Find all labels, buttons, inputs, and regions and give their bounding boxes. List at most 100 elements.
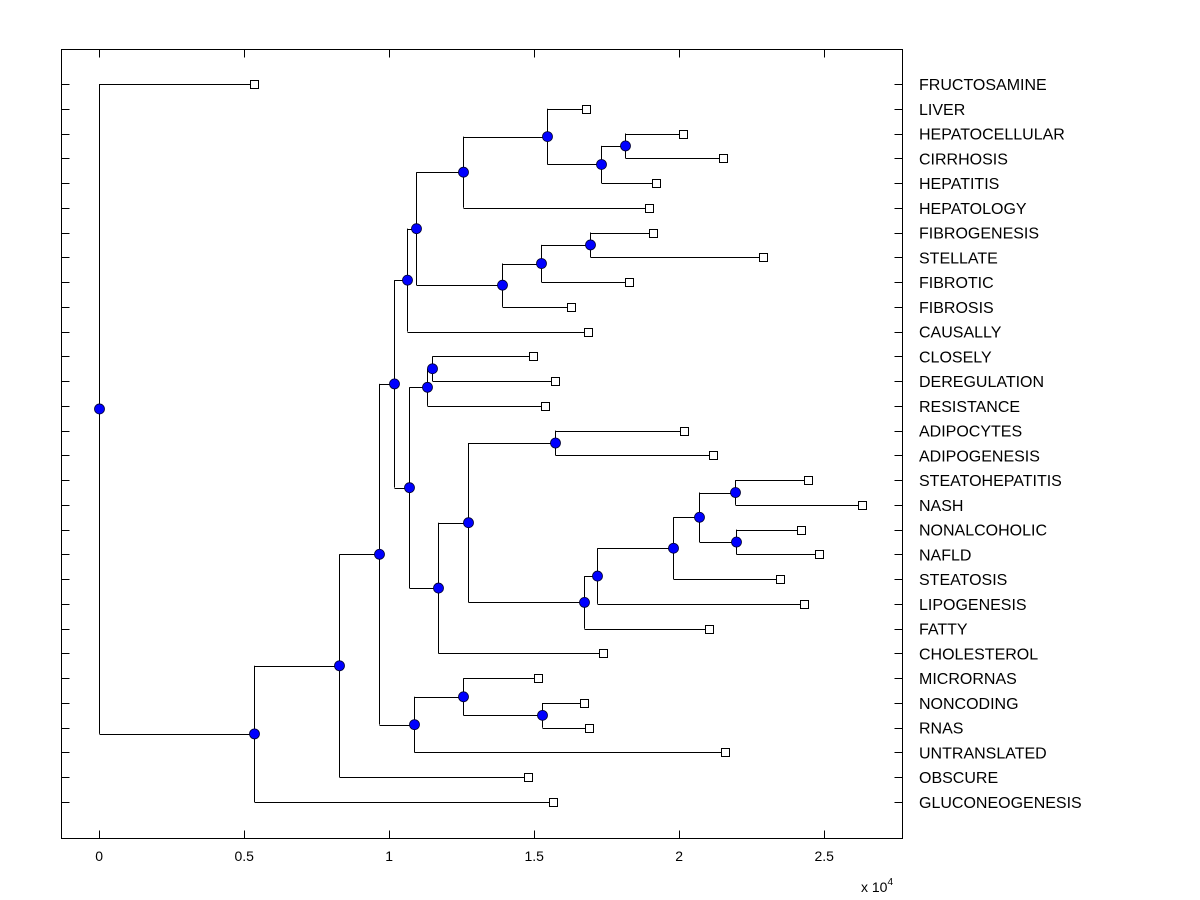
cluster-node xyxy=(409,719,420,731)
cluster-node xyxy=(730,487,741,498)
cluster-node xyxy=(249,728,260,740)
cluster-node xyxy=(550,437,561,449)
cluster-node xyxy=(694,511,705,523)
cluster-node xyxy=(579,596,590,608)
leaf-marker xyxy=(582,105,591,114)
leaf-marker xyxy=(797,526,806,535)
leaf-marker xyxy=(585,724,594,733)
leaf-label: DEREGULATION xyxy=(919,374,1044,391)
leaf-label: NASH xyxy=(919,498,963,515)
leaf-marker xyxy=(679,130,688,139)
cluster-node xyxy=(536,258,547,269)
leaf-marker xyxy=(709,451,718,460)
x-tick-labels: 0 0.5 1 1.5 2 2.5 xyxy=(95,848,834,864)
leaf-label: HEPATOLOGY xyxy=(919,201,1027,218)
leaf-marker xyxy=(541,402,550,411)
cluster-node xyxy=(497,279,508,291)
leaf-marker xyxy=(524,773,533,782)
leaf-marker xyxy=(800,600,809,609)
internal-nodes xyxy=(94,131,742,740)
leaf-label: LIVER xyxy=(919,102,965,119)
leaf-label: CAUSALLY xyxy=(919,325,1002,342)
leaf-label: CHOLESTEROL xyxy=(919,646,1038,663)
leaf-label: HEPATITIS xyxy=(919,176,999,193)
leaf-label: RESISTANCE xyxy=(919,399,1020,416)
leaf-label: FIBROGENESIS xyxy=(919,226,1039,243)
cluster-node xyxy=(427,363,438,375)
cluster-node xyxy=(402,274,413,286)
cluster-node xyxy=(537,709,548,721)
cluster-node xyxy=(731,536,742,548)
cluster-node xyxy=(389,378,400,390)
leaf-marker xyxy=(804,476,813,485)
leaf-label: ADIPOGENESIS xyxy=(919,448,1040,465)
x-tick-label: 2.5 xyxy=(814,848,834,864)
leaf-marker xyxy=(649,229,658,238)
leaf-marker xyxy=(858,501,867,510)
x-multiplier-label: x 104 xyxy=(861,877,893,895)
cluster-node xyxy=(404,482,415,494)
leaf-marker xyxy=(549,798,558,807)
leaf-marker xyxy=(584,328,593,337)
leaf-marker xyxy=(705,625,714,634)
cluster-node xyxy=(94,403,105,415)
leaf-marker xyxy=(250,80,259,89)
x-tick-label: 1 xyxy=(385,848,393,864)
leaf-labels: FRUCTOSAMINE LIVER HEPATOCELLULAR CIRRHOSIS… xyxy=(919,77,1082,812)
leaf-label: UNTRANSLATED xyxy=(919,745,1047,762)
leaf-marker xyxy=(551,377,560,386)
leaf-label: FRUCTOSAMINE xyxy=(919,77,1047,94)
leaf-marker xyxy=(625,278,634,287)
x-tick-label: 2 xyxy=(675,848,683,864)
leaf-label: FIBROSIS xyxy=(919,300,994,317)
x-tick-label: 1.5 xyxy=(524,848,544,864)
cluster-node xyxy=(422,381,433,393)
leaf-marker xyxy=(534,674,543,683)
leaf-label: FIBROTIC xyxy=(919,275,994,292)
leaf-marker xyxy=(719,154,728,163)
leaf-label: CLOSELY xyxy=(919,349,992,366)
leaf-label: STEATOSIS xyxy=(919,572,1007,589)
cluster-node xyxy=(458,166,469,178)
leaf-marker xyxy=(580,699,589,708)
cluster-node xyxy=(334,660,345,672)
leaf-label: HEPATOCELLULAR xyxy=(919,127,1065,144)
leaf-marker xyxy=(645,204,654,213)
leaf-marker xyxy=(567,303,576,312)
cluster-node xyxy=(585,239,596,251)
leaf-label: ADIPOCYTES xyxy=(919,424,1022,441)
x-multiplier-exponent: 4 xyxy=(887,877,893,888)
leaf-marker xyxy=(776,575,785,584)
leaf-label: NONALCOHOLIC xyxy=(919,523,1047,540)
cluster-node xyxy=(374,548,385,560)
leaf-marker xyxy=(759,253,768,262)
cluster-node xyxy=(411,223,422,235)
leaf-marker xyxy=(529,352,538,361)
axis-ticks xyxy=(61,49,903,839)
cluster-node xyxy=(592,570,603,582)
leaf-marker xyxy=(652,179,661,188)
cluster-node xyxy=(620,140,631,152)
leaf-label: OBSCURE xyxy=(919,770,998,787)
cluster-node xyxy=(463,517,474,529)
leaf-label: STELLATE xyxy=(919,250,998,267)
x-tick-label: 0 xyxy=(95,848,103,864)
leaf-label: STEATOHEPATITIS xyxy=(919,473,1062,490)
leaf-label: MICRORNAS xyxy=(919,671,1017,688)
leaf-label: FATTY xyxy=(919,622,968,639)
cluster-node xyxy=(458,691,469,703)
leaf-marker xyxy=(680,427,689,436)
leaf-marker xyxy=(815,550,824,559)
leaf-label: RNAS xyxy=(919,721,963,738)
leaf-label: GLUCONEOGENESIS xyxy=(919,795,1082,812)
leaf-marker xyxy=(599,649,608,658)
x-tick-label: 0.5 xyxy=(234,848,254,864)
leaf-label: CIRRHOSIS xyxy=(919,151,1008,168)
cluster-node xyxy=(596,159,607,170)
leaf-markers xyxy=(250,80,867,807)
leaf-label: LIPOGENESIS xyxy=(919,597,1027,614)
cluster-node xyxy=(668,542,679,554)
leaf-label: NAFLD xyxy=(919,547,971,564)
cluster-node xyxy=(542,131,553,143)
